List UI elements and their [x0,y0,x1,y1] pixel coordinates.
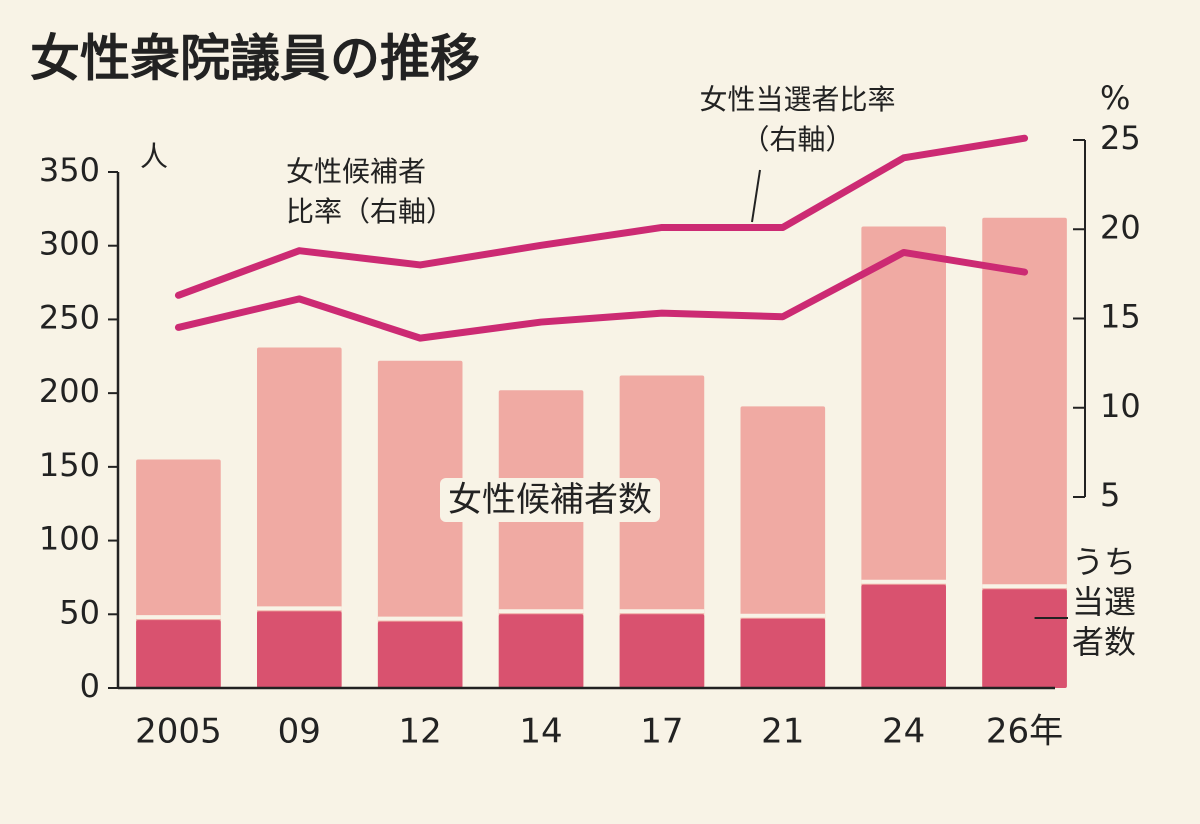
x-tick-label: 26年 [986,712,1063,752]
y2-tick-label: 5 [1100,476,1120,514]
y2-axis-label: % [1100,79,1130,117]
y-tick-label: 350 [39,151,100,189]
x-tick-label: 24 [882,712,925,752]
bar [619,614,705,688]
leader-line [751,169,761,223]
y2-tick-label: 15 [1100,298,1141,336]
x-tick-label: 09 [278,712,321,752]
x-tick-label: 21 [761,712,804,752]
series-label: 女性候補者数 [440,478,660,522]
y-tick-label: 100 [39,520,100,558]
x-tick-label: 14 [519,712,562,752]
y-tick-label: 0 [80,667,100,705]
y2-tick-label: 10 [1100,387,1141,425]
bar [861,584,946,688]
bar [257,611,342,688]
line [174,134,1029,299]
line [174,248,1029,342]
bar [982,589,1067,688]
y-tick-label: 250 [39,298,100,336]
x-tick-label: 2005 [135,712,222,752]
y2-tick-label: 25 [1100,119,1141,157]
y-tick-label: 50 [59,593,100,631]
bar [377,360,463,688]
x-tick-label: 17 [640,712,683,752]
y-tick-label: 300 [39,225,100,263]
series-label: 女性当選者比率（右軸） [699,83,896,156]
x-tick-label: 12 [399,712,442,752]
bar [498,614,584,688]
series-label: 女性候補者比率（右軸） [286,155,455,228]
bar [498,390,584,688]
bar [377,621,463,688]
series-label: うち当選者数 [1072,543,1137,661]
bar [740,618,826,688]
bar [257,347,342,688]
y2-tick-label: 20 [1100,208,1141,246]
bar [136,620,221,688]
chart-title: 女性衆院議員の推移 [30,30,480,88]
y-tick-label: 200 [39,372,100,410]
bar [861,226,946,688]
bar [982,217,1067,688]
y-axis-label: 人 [140,140,168,173]
y-tick-label: 150 [39,446,100,484]
